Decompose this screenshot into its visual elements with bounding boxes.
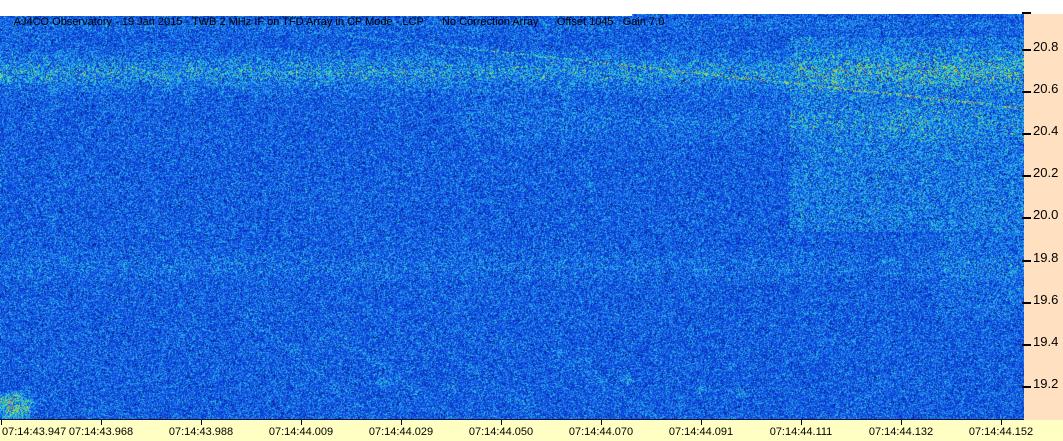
x-axis-label: 07:14:44.070 xyxy=(568,426,634,438)
x-axis-label: 07:14:44.091 xyxy=(668,426,734,438)
x-axis-tick xyxy=(801,420,802,425)
x-axis-tick xyxy=(401,420,402,425)
y-axis-label: 20.2 xyxy=(1033,165,1059,180)
x-axis-tick xyxy=(101,420,102,425)
y-axis-label: 20.6 xyxy=(1033,81,1059,96)
x-axis-label: 07:14:43.968 xyxy=(68,426,134,438)
y-axis-tick xyxy=(1022,386,1031,388)
y-axis-tick xyxy=(1022,133,1031,135)
x-axis-label: 07:14:44.132 xyxy=(868,426,934,438)
x-axis-label: 07:14:44.152 xyxy=(968,426,1034,438)
spectrogram-plot[interactable] xyxy=(0,14,1024,419)
y-axis-tick xyxy=(1022,49,1031,51)
x-axis-tick xyxy=(301,420,302,425)
y-axis-tick xyxy=(1022,91,1031,93)
titlebar-background xyxy=(632,0,1024,14)
x-axis-label: 07:14:44.009 xyxy=(268,426,334,438)
x-axis-label: 07:14:44.050 xyxy=(468,426,534,438)
x-axis-tick xyxy=(701,420,702,425)
y-axis-tick xyxy=(1022,217,1031,219)
x-axis-tick xyxy=(901,420,902,425)
title-bar: AJ4CO Observatory - 19 Jan 2015 - TWB 2 … xyxy=(0,0,664,28)
x-axis-tick xyxy=(1001,420,1002,425)
time-axis-strip xyxy=(0,420,1063,441)
plot-bottom-border xyxy=(0,419,1024,420)
x-axis-tick xyxy=(201,420,202,425)
y-axis-tick xyxy=(1022,260,1031,262)
y-axis-label: 20.0 xyxy=(1033,207,1059,222)
x-axis-label: 07:14:43.947 xyxy=(2,426,67,438)
y-axis-label: 19.6 xyxy=(1033,292,1059,307)
x-axis-label: 07:14:44.111 xyxy=(769,426,833,438)
x-axis-tick xyxy=(501,420,502,425)
y-axis-tick xyxy=(1022,175,1031,177)
x-axis-tick xyxy=(601,420,602,425)
top-right-corner xyxy=(1024,0,1063,14)
y-axis-tick xyxy=(1022,12,1031,14)
y-axis-label: 19.4 xyxy=(1033,334,1059,349)
x-axis-label: 07:14:43.988 xyxy=(168,426,234,438)
chart-title: AJ4CO Observatory - 19 Jan 2015 - TWB 2 … xyxy=(13,16,665,28)
y-axis-label: 20.8 xyxy=(1033,39,1059,54)
x-axis-tick xyxy=(1,420,2,425)
y-axis-label: 20.4 xyxy=(1033,123,1059,138)
x-axis-label: 07:14:44.029 xyxy=(368,426,434,438)
y-axis-label: 19.2 xyxy=(1033,376,1059,391)
y-axis-tick xyxy=(1022,344,1031,346)
y-axis-tick xyxy=(1022,302,1031,304)
y-axis-label: 19.8 xyxy=(1033,250,1059,265)
